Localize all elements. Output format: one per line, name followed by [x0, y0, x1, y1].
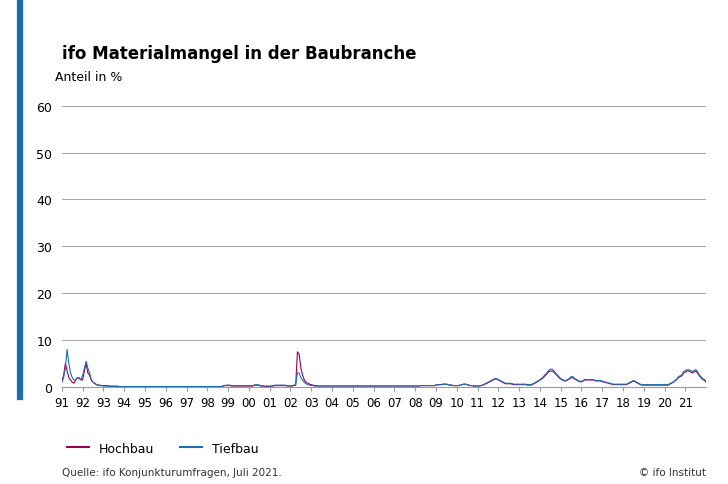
Text: © ifo Institut: © ifo Institut [639, 467, 706, 477]
Hochbau [115, 384, 124, 390]
Tiefbau [550, 368, 558, 374]
Hochbau [550, 369, 558, 375]
Text: Anteil in %: Anteil in % [55, 71, 123, 84]
Tiefbau [363, 383, 371, 389]
Line: Hochbau: Hochbau [62, 159, 728, 387]
Tiefbau [58, 379, 66, 385]
Line: Tiefbau: Tiefbau [62, 200, 728, 387]
Tiefbau [106, 384, 115, 390]
Hochbau [58, 378, 66, 384]
Text: Quelle: ifo Konjunkturumfragen, Juli 2021.: Quelle: ifo Konjunkturumfragen, Juli 202… [62, 467, 282, 477]
Legend: Hochbau, Tiefbau: Hochbau, Tiefbau [62, 437, 264, 460]
Hochbau [363, 383, 371, 389]
Text: ifo Materialmangel in der Baubranche: ifo Materialmangel in der Baubranche [62, 45, 416, 63]
